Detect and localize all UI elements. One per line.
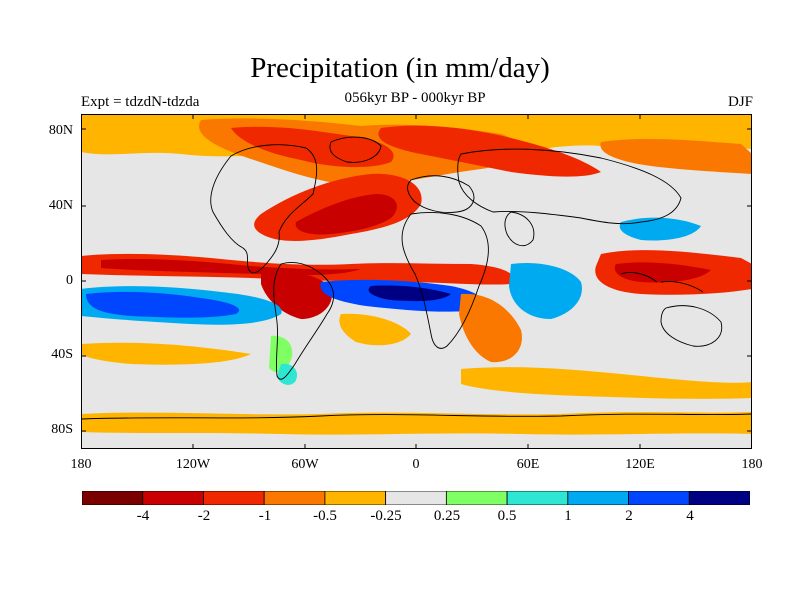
- colorbar-swatch-7: [445, 491, 508, 505]
- lat-label-40n: 40N: [48, 198, 73, 213]
- lat-label-80n: 80N: [48, 123, 73, 138]
- colorbar-swatch-6: [385, 491, 447, 505]
- colorbar-swatch-9: [567, 491, 629, 505]
- colorbar: [82, 491, 750, 505]
- experiment-label: Expt = tdzdN-tdzda: [81, 94, 200, 110]
- colorbar-swatch-5: [324, 491, 387, 505]
- colorbar-label-1: -4: [136, 508, 150, 524]
- map-subtitle: 056kyr BP - 000kyr BP: [344, 90, 486, 106]
- colorbar-label-9: 2: [625, 508, 633, 524]
- colorbar-label-5: -0.25: [370, 508, 402, 524]
- season-label: DJF: [727, 94, 753, 110]
- lon-label-60e: 60E: [516, 457, 540, 472]
- colorbar-label-10: 4: [686, 508, 694, 524]
- lat-label-equator: 0: [66, 273, 73, 288]
- lon-label-120w: 120W: [175, 457, 211, 472]
- colorbar-swatch-3: [203, 491, 265, 505]
- lon-label-120e: 120E: [625, 457, 655, 472]
- colorbar-label-6: 0.25: [433, 508, 461, 524]
- colorbar-label-8: 1: [564, 508, 572, 524]
- lat-label-40s: 40S: [51, 347, 73, 362]
- colorbar-swatch-10: [628, 491, 690, 505]
- precipitation-map: [81, 114, 752, 449]
- colorbar-label-3: -1: [258, 508, 272, 524]
- colorbar-swatch-2: [142, 491, 204, 505]
- colorbar-swatch-8: [506, 491, 569, 505]
- lon-label-60w: 60W: [291, 457, 319, 472]
- lon-label-0: 0: [412, 457, 420, 472]
- colorbar-label-4: -0.5: [313, 508, 337, 524]
- colorbar-swatch-4: [263, 491, 326, 505]
- map-title: Precipitation (in mm/day): [250, 52, 550, 84]
- colorbar-swatch-11: [688, 491, 750, 505]
- lon-label-180w: 180: [70, 457, 92, 472]
- colorbar-label-7: 0.5: [497, 508, 517, 524]
- lon-label-180e: 180: [741, 457, 763, 472]
- lat-label-80s: 80S: [51, 422, 73, 437]
- colorbar-label-2: -2: [197, 508, 211, 524]
- colorbar-swatch-1: [82, 491, 144, 505]
